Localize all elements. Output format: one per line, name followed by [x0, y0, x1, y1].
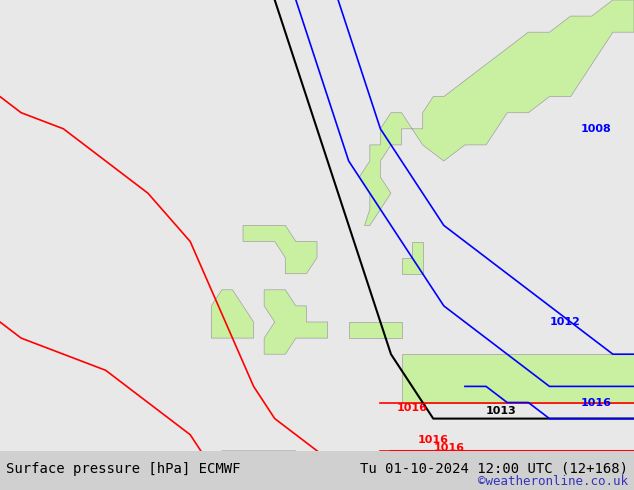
- Text: 1016: 1016: [396, 403, 427, 413]
- Polygon shape: [349, 322, 401, 338]
- Text: 1013: 1013: [486, 406, 517, 416]
- Polygon shape: [359, 0, 634, 225]
- Text: Surface pressure [hPa] ECMWF: Surface pressure [hPa] ECMWF: [6, 462, 241, 476]
- Polygon shape: [211, 290, 254, 338]
- Polygon shape: [264, 290, 328, 354]
- Text: 1008: 1008: [581, 124, 612, 134]
- Polygon shape: [401, 242, 423, 274]
- Text: 1016: 1016: [581, 397, 612, 408]
- Polygon shape: [401, 354, 634, 402]
- Polygon shape: [222, 451, 380, 490]
- Text: 1012: 1012: [550, 317, 580, 327]
- Text: ©weatheronline.co.uk: ©weatheronline.co.uk: [477, 475, 628, 488]
- Text: Tu 01-10-2024 12:00 UTC (12+168): Tu 01-10-2024 12:00 UTC (12+168): [359, 462, 628, 476]
- Polygon shape: [243, 225, 317, 274]
- Text: 1016: 1016: [433, 443, 464, 453]
- Text: 1016: 1016: [417, 435, 448, 445]
